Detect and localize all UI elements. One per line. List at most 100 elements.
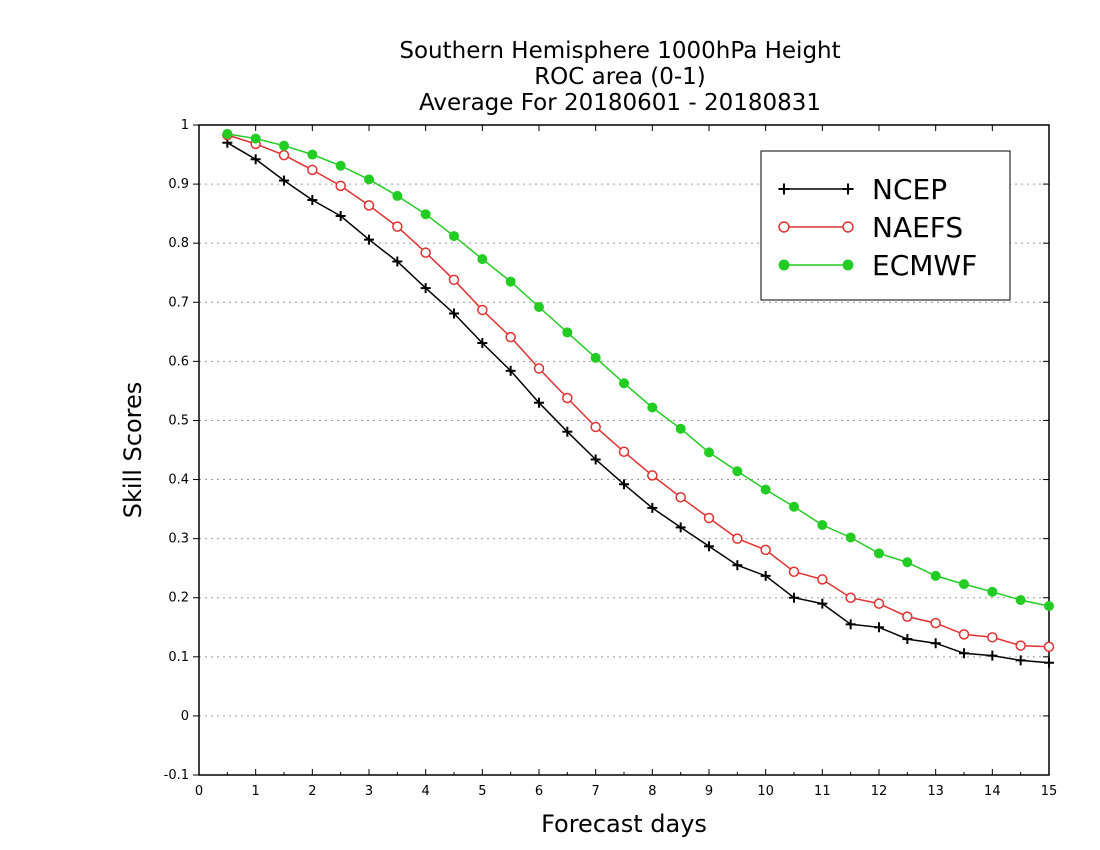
data-point-ecmwf-24 bbox=[902, 557, 913, 568]
data-point-ecmwf-13 bbox=[590, 352, 601, 363]
data-point-ecmwf-19 bbox=[760, 484, 771, 495]
data-point-ncep-25 bbox=[930, 638, 941, 649]
data-point-ecmwf-23 bbox=[874, 548, 884, 559]
data-point-ecmwf-11 bbox=[534, 302, 544, 312]
data-point-ecmwf-7 bbox=[420, 209, 431, 220]
data-point-naefs-8 bbox=[448, 274, 460, 286]
data-point-naefs-28 bbox=[1015, 640, 1026, 651]
series-group bbox=[222, 128, 1055, 668]
data-point-ecmwf-0 bbox=[222, 128, 233, 139]
legend-marker-right bbox=[842, 221, 854, 233]
data-point-ncep-29 bbox=[1044, 657, 1054, 668]
data-point-ecmwf-3 bbox=[307, 149, 318, 160]
y-tick-label-4: 0.3 bbox=[168, 532, 189, 547]
data-point-ncep-21 bbox=[817, 598, 828, 609]
title-line-3: Average For 20180601 - 20180831 bbox=[419, 90, 821, 116]
data-point-naefs-15 bbox=[647, 470, 658, 481]
data-point-ncep-2 bbox=[279, 175, 289, 186]
data-point-ncep-22 bbox=[845, 619, 856, 630]
data-point-ecmwf-10 bbox=[505, 276, 516, 287]
series-ecmwf bbox=[222, 128, 1054, 611]
data-point-naefs-17 bbox=[703, 512, 715, 524]
data-point-ncep-12 bbox=[562, 426, 573, 437]
y-tick-label-7: 0.6 bbox=[168, 354, 189, 369]
y-axis-label: Skill Scores bbox=[119, 382, 147, 519]
x-tick-label-5: 5 bbox=[478, 784, 486, 799]
legend-marker-left bbox=[778, 183, 790, 195]
data-point-ecmwf-1 bbox=[250, 133, 261, 144]
x-tick-label-1: 1 bbox=[252, 784, 260, 799]
data-point-ecmwf-25 bbox=[930, 570, 941, 581]
x-tick-label-8: 8 bbox=[648, 784, 656, 799]
data-point-ecmwf-21 bbox=[817, 520, 828, 531]
data-point-ncep-26 bbox=[959, 648, 969, 659]
data-point-naefs-6 bbox=[392, 221, 403, 232]
data-point-ecmwf-4 bbox=[335, 160, 346, 171]
data-point-ncep-14 bbox=[619, 479, 629, 490]
legend-label: NAEFS bbox=[872, 211, 963, 244]
data-point-naefs-3 bbox=[307, 164, 318, 176]
legend-label: ECMWF bbox=[872, 249, 977, 282]
data-point-ncep-20 bbox=[789, 592, 799, 603]
data-point-ncep-28 bbox=[1015, 655, 1026, 666]
data-point-ecmwf-29 bbox=[1044, 601, 1054, 611]
data-point-naefs-25 bbox=[930, 617, 941, 629]
legend: NCEP NAEFS ECMWF bbox=[760, 150, 1011, 301]
y-tick-label-6: 0.5 bbox=[168, 413, 189, 428]
data-point-naefs-9 bbox=[477, 304, 488, 316]
data-point-naefs-12 bbox=[562, 392, 573, 404]
x-tick-label-10: 10 bbox=[757, 784, 774, 799]
data-point-naefs-18 bbox=[732, 533, 743, 544]
data-point-naefs-14 bbox=[618, 446, 630, 458]
data-point-ecmwf-8 bbox=[449, 231, 459, 242]
legend-marker-right bbox=[842, 183, 854, 195]
data-point-ncep-7 bbox=[420, 283, 431, 294]
title-line-1: Southern Hemisphere 1000hPa Height bbox=[399, 38, 840, 64]
data-point-naefs-5 bbox=[363, 200, 375, 211]
x-tick-label-14: 14 bbox=[984, 784, 1001, 799]
data-point-ncep-13 bbox=[590, 454, 601, 465]
data-point-ecmwf-2 bbox=[279, 140, 289, 151]
data-point-ecmwf-9 bbox=[477, 254, 488, 265]
legend-entry-naefs: NAEFS bbox=[778, 211, 963, 244]
y-tick-label-3: 0.2 bbox=[168, 591, 189, 606]
data-point-ncep-8 bbox=[449, 308, 459, 319]
data-point-ncep-5 bbox=[364, 234, 374, 245]
data-point-ncep-3 bbox=[307, 195, 318, 206]
x-tick-label-15: 15 bbox=[1041, 784, 1058, 799]
y-tick-label-9: 0.8 bbox=[168, 236, 189, 251]
data-point-naefs-26 bbox=[958, 629, 970, 640]
x-axis-label: Forecast days bbox=[541, 810, 707, 838]
x-tick-label-6: 6 bbox=[535, 784, 543, 799]
data-point-ecmwf-12 bbox=[562, 327, 573, 338]
data-point-ecmwf-28 bbox=[1015, 595, 1026, 606]
legend-marker-left bbox=[778, 259, 790, 271]
legend-marker-left bbox=[778, 221, 790, 233]
data-point-ecmwf-14 bbox=[619, 378, 629, 389]
x-tick-label-13: 13 bbox=[927, 784, 944, 799]
x-tick-label-9: 9 bbox=[705, 784, 713, 799]
data-point-naefs-19 bbox=[760, 544, 771, 556]
data-point-ecmwf-20 bbox=[789, 501, 799, 512]
data-point-naefs-2 bbox=[278, 149, 290, 161]
y-tick-label-0: -0.1 bbox=[164, 768, 189, 783]
data-point-ecmwf-18 bbox=[732, 466, 743, 477]
x-tick-label-3: 3 bbox=[365, 784, 373, 799]
x-tick-label-12: 12 bbox=[871, 784, 888, 799]
y-tick-label-2: 0.1 bbox=[168, 650, 189, 665]
data-point-ncep-19 bbox=[760, 570, 771, 581]
x-tick-label-2: 2 bbox=[308, 784, 316, 799]
data-point-ecmwf-17 bbox=[704, 447, 714, 458]
x-tick-label-0: 0 bbox=[195, 784, 203, 799]
data-point-ncep-24 bbox=[902, 634, 913, 645]
data-point-ncep-16 bbox=[675, 522, 686, 533]
x-tick-label-7: 7 bbox=[592, 784, 600, 799]
data-point-ecmwf-26 bbox=[959, 579, 969, 590]
data-point-naefs-21 bbox=[817, 574, 828, 585]
data-point-naefs-20 bbox=[788, 566, 800, 577]
y-tick-label-11: 1 bbox=[181, 118, 189, 133]
data-point-ncep-17 bbox=[704, 541, 714, 552]
data-point-naefs-10 bbox=[505, 331, 516, 343]
data-point-ecmwf-27 bbox=[987, 586, 998, 597]
